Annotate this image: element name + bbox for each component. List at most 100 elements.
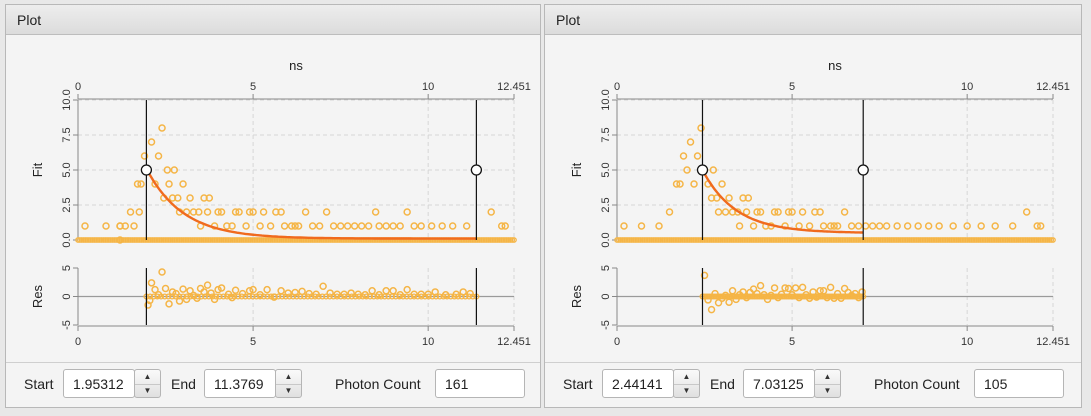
end-input[interactable]: 11.3769: [204, 369, 276, 398]
residual-point: [217, 284, 226, 292]
data-point-zero: [482, 237, 488, 243]
residual-point: [714, 299, 723, 307]
end-spinner[interactable]: ▲ ▼: [275, 369, 302, 398]
data-point-zero: [926, 237, 933, 243]
start-decrement-button[interactable]: ▼: [143, 386, 152, 395]
end-input[interactable]: 7.03125: [743, 369, 815, 398]
photon-count-field[interactable]: 161: [435, 369, 525, 398]
data-point-zero: [271, 237, 278, 243]
start-cursor-handle[interactable]: [696, 164, 709, 176]
residual-point-zero: [337, 293, 344, 300]
data-point-zero: [1044, 237, 1051, 243]
data-point-zero: [211, 237, 218, 243]
residual-point: [165, 300, 173, 308]
end-spinner[interactable]: ▲ ▼: [814, 369, 841, 398]
photon-count-label: Photon Count: [874, 376, 960, 392]
end-decrement-button[interactable]: ▼: [823, 386, 832, 395]
end-cursor-handle[interactable]: [470, 164, 483, 176]
residual-point-zero: [411, 293, 418, 300]
end-increment-button[interactable]: ▲: [276, 370, 301, 385]
data-point-zero: [149, 237, 156, 243]
data-point-zero: [485, 237, 492, 243]
data-point-zero: [704, 237, 711, 243]
data-point-zero: [251, 237, 258, 243]
data-point-zero: [135, 237, 141, 243]
data-point: [826, 222, 835, 230]
data-point-zero: [634, 237, 640, 243]
data-point-zero: [666, 237, 673, 243]
data-point-zero: [227, 237, 234, 243]
end-increment-button[interactable]: ▲: [815, 370, 840, 385]
data-point-zero: [151, 237, 158, 243]
data-point: [228, 222, 236, 230]
data-point-zero: [507, 237, 514, 243]
end-decrement-button[interactable]: ▼: [284, 386, 293, 395]
residual-point: [749, 285, 758, 293]
data-point: [322, 208, 331, 216]
data-point: [816, 208, 824, 216]
data-point-zero: [772, 237, 778, 243]
photon-count-field[interactable]: 105: [974, 369, 1064, 398]
start-input[interactable]: 1.95312: [63, 369, 135, 398]
data-point-zero: [743, 237, 749, 243]
start-increment-button[interactable]: ▲: [135, 370, 160, 385]
top-x-tick-label: 10: [961, 81, 973, 93]
residual-point: [781, 284, 789, 292]
start-decrement-button[interactable]: ▼: [682, 386, 691, 395]
data-point-zero: [654, 237, 660, 243]
data-point-zero: [240, 237, 247, 243]
data-point-zero: [777, 237, 784, 243]
residual-point-zero: [246, 293, 253, 300]
data-point-zero: [670, 237, 677, 243]
data-point-zero: [98, 237, 105, 243]
residual-point-zero: [213, 293, 220, 300]
start-increment-button[interactable]: ▲: [674, 370, 699, 385]
fit-y-tick-label: 0.0: [61, 232, 73, 247]
data-point-zero: [761, 237, 767, 243]
start-cursor-handle[interactable]: [140, 164, 153, 176]
data-point-zero: [87, 237, 94, 243]
data-point-zero: [681, 237, 688, 243]
residual-point-zero: [334, 293, 341, 300]
data-point: [487, 208, 495, 216]
data-point: [291, 222, 299, 230]
data-point-zero: [646, 237, 653, 243]
residual-point: [231, 286, 240, 294]
data-point-zero: [982, 237, 989, 243]
data-point: [924, 222, 933, 230]
data-point-zero: [650, 237, 657, 243]
data-point-zero: [941, 237, 947, 243]
data-point-zero: [247, 237, 254, 243]
data-point-zero: [961, 237, 967, 243]
data-point: [417, 222, 425, 230]
residual-point-zero: [422, 293, 429, 300]
residual-point: [791, 284, 800, 292]
data-point-zero: [233, 237, 239, 243]
data-point-zero: [764, 237, 771, 243]
residual-point-zero: [293, 293, 300, 300]
start-spinner[interactable]: ▲ ▼: [134, 369, 161, 398]
data-point-zero: [265, 237, 272, 243]
data-point-zero: [688, 237, 695, 243]
data-point-zero: [952, 237, 958, 243]
residual-point-zero: [165, 293, 172, 300]
decay-chart[interactable]: 0 0 5 5 10 10 12.451 12.451 ns 0.0 2.5 5.0 7.5 10.0 -5…: [6, 35, 540, 363]
data-point-zero: [732, 237, 738, 243]
data-point-zero: [828, 237, 835, 243]
panel-title-bar: Plot: [6, 5, 540, 35]
start-spinner[interactable]: ▲ ▼: [673, 369, 700, 398]
decay-chart[interactable]: 0 0 5 5 10 10 12.451 12.451 ns 0.0 2.5 5.0 7.5 10.0 -5…: [545, 35, 1081, 363]
top-x-tick-label: 10: [422, 81, 434, 93]
data-point-zero: [906, 237, 913, 243]
data-point: [231, 208, 240, 216]
data-point: [1033, 222, 1041, 230]
data-point-zero: [164, 237, 170, 243]
data-point-zero: [759, 237, 766, 243]
data-point: [497, 222, 506, 230]
data-point-zero: [628, 237, 635, 243]
start-input[interactable]: 2.44141: [602, 369, 674, 398]
data-point-zero: [236, 237, 243, 243]
data-point: [819, 222, 828, 230]
data-point: [329, 222, 338, 230]
end-cursor-handle[interactable]: [857, 164, 869, 176]
